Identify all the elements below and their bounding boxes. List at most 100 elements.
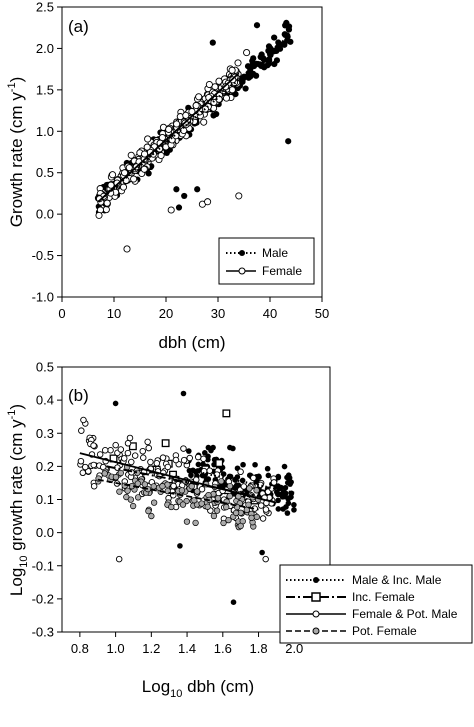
data-point — [213, 110, 220, 118]
x-tick-label: 1.4 — [178, 641, 196, 656]
data-point — [159, 454, 167, 461]
data-point — [222, 94, 231, 102]
legend-pot-female-symbol — [286, 627, 346, 635]
fit-line — [79, 452, 277, 504]
data-point — [281, 463, 288, 470]
data-point — [234, 59, 242, 67]
data-point — [117, 446, 125, 453]
data-point — [90, 442, 97, 449]
x-tick-label: 40 — [263, 306, 277, 321]
data-point — [124, 449, 132, 457]
data-point — [96, 451, 104, 458]
data-point — [271, 34, 278, 41]
x-tick-label: 50 — [315, 306, 329, 321]
y-tick-label: -0.1 — [32, 558, 54, 573]
data-point — [240, 461, 246, 468]
panel-b-y-axis: -0.3 -0.2 -0.1 0.0 0.1 0.2 0.3 0.4 0.5 — [32, 360, 62, 640]
data-point — [175, 204, 183, 211]
data-point — [250, 474, 257, 482]
data-point — [225, 516, 232, 524]
x-tick-label: 1.6 — [214, 641, 232, 656]
panel-a-x-axis: 0 10 20 30 40 50 — [58, 297, 329, 321]
data-point — [273, 489, 280, 495]
data-point — [188, 108, 196, 116]
data-point — [253, 513, 260, 521]
data-point — [257, 502, 265, 509]
data-point — [206, 467, 213, 474]
data-point — [209, 39, 216, 46]
data-point — [259, 515, 267, 522]
panel-a-x-axis-title: dbh (cm) — [158, 333, 225, 352]
data-point — [128, 458, 135, 466]
data-point — [262, 506, 270, 513]
data-point — [242, 85, 249, 92]
data-point — [291, 502, 297, 508]
x-tick-label: 0.8 — [71, 641, 89, 656]
data-point — [120, 455, 128, 462]
data-point — [148, 512, 155, 520]
data-point — [195, 93, 203, 101]
data-point — [192, 101, 200, 110]
data-point — [172, 132, 180, 140]
x-tick-label: 2.0 — [285, 641, 303, 656]
data-point — [129, 502, 137, 510]
data-point — [222, 409, 231, 418]
data-point — [79, 469, 87, 477]
legend-inc-female-label: Inc. Female — [352, 590, 415, 604]
data-point — [173, 120, 181, 128]
fit-line — [97, 33, 292, 203]
panel-a-legend: Male Female — [218, 237, 315, 285]
data-point — [180, 445, 187, 452]
data-point — [126, 434, 134, 442]
data-point — [119, 183, 128, 191]
data-point — [243, 49, 251, 57]
data-point — [78, 427, 85, 434]
data-point — [134, 480, 141, 487]
data-point — [180, 456, 188, 464]
panel-b-legend-box — [279, 564, 473, 644]
data-point — [127, 496, 134, 503]
data-point — [210, 444, 216, 451]
panel-a-y-axis: -1.0 -0.5 0.0 0.5 1.0 1.5 2.0 2.5 — [32, 0, 62, 305]
panel-a-legend-box — [218, 237, 315, 285]
y-tick-label: 1.5 — [36, 82, 54, 97]
data-point — [157, 151, 165, 160]
panel-b-legend: Male & Inc. Male Inc. Female Female & Po… — [279, 564, 473, 644]
data-point — [145, 444, 152, 452]
data-point — [150, 483, 157, 490]
data-point — [284, 510, 291, 516]
data-point — [235, 192, 243, 200]
data-point — [282, 490, 289, 497]
data-point — [192, 519, 199, 526]
data-point — [204, 198, 212, 206]
legend-female-label: Female — [262, 264, 302, 278]
data-point — [248, 514, 255, 522]
data-point — [244, 63, 252, 70]
data-point — [220, 471, 227, 477]
panel-b-x-axis: 0.8 1.0 1.2 1.4 1.6 1.8 2.0 — [71, 632, 303, 656]
y-tick-label: -0.5 — [32, 248, 54, 263]
x-tick-label: 30 — [211, 306, 225, 321]
data-point — [165, 125, 173, 133]
panel-a-y-axis-title: Growth rate (cm y-1) — [6, 77, 26, 228]
data-point — [116, 488, 123, 495]
data-point — [265, 472, 272, 479]
data-point — [275, 474, 282, 481]
data-point — [101, 470, 108, 477]
data-point — [237, 522, 244, 530]
data-point — [220, 519, 227, 527]
data-point — [153, 460, 161, 467]
data-point — [128, 442, 137, 451]
data-point — [186, 454, 193, 462]
data-point — [168, 503, 175, 511]
data-point — [273, 57, 281, 64]
data-point — [131, 452, 139, 459]
data-point — [226, 473, 233, 480]
data-point — [164, 463, 172, 471]
data-point — [90, 461, 97, 469]
data-point — [226, 492, 233, 500]
x-tick-label: 1.8 — [249, 641, 267, 656]
data-point — [177, 543, 183, 549]
data-point — [82, 463, 89, 471]
